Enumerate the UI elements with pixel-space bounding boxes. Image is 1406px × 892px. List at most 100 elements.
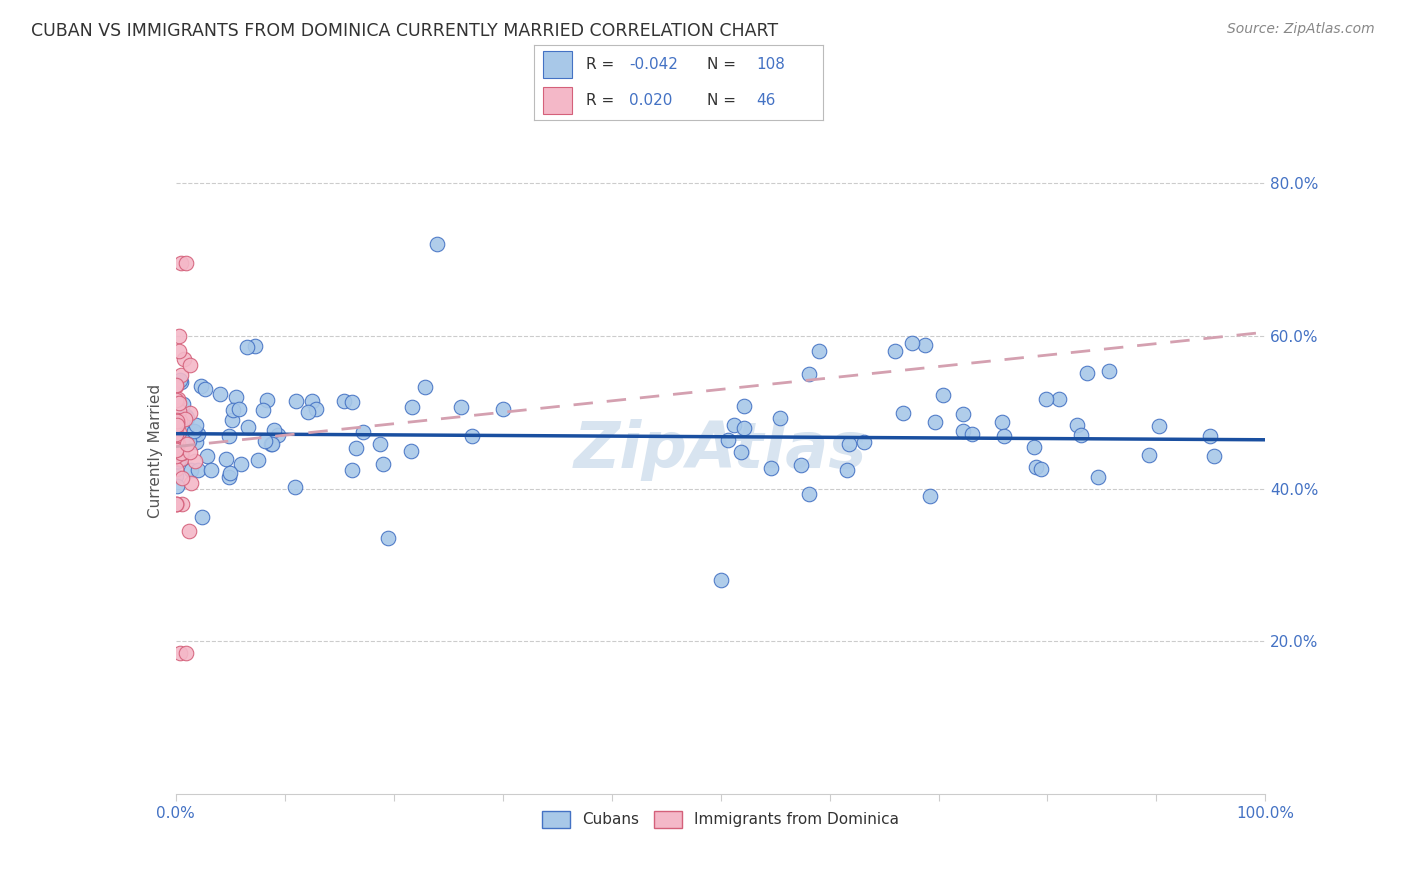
Point [413, 379, 436, 393]
Point [167, 436, 190, 450]
Point [225, 391, 247, 405]
Legend: Cubans, Immigrants from Dominica: Cubans, Immigrants from Dominica [536, 805, 905, 834]
Point [219, 466, 242, 480]
Point [1147, 418, 1170, 433]
Point [1087, 470, 1109, 484]
Point [179, 445, 201, 459]
Point [461, 428, 484, 442]
Point [914, 338, 936, 352]
Point [1098, 364, 1121, 378]
Point [759, 460, 782, 475]
Point [1076, 366, 1098, 380]
Point [952, 424, 974, 438]
Text: N =: N = [707, 93, 747, 108]
Point [200, 463, 222, 477]
Point [184, 417, 207, 432]
Point [170, 256, 193, 270]
Point [238, 420, 260, 434]
Point [769, 411, 792, 425]
Point [228, 401, 250, 416]
Point [166, 412, 188, 426]
Text: 0.020: 0.020 [630, 93, 672, 108]
Point [262, 437, 284, 451]
Point [165, 497, 187, 511]
Point [267, 427, 290, 442]
Point [1202, 450, 1225, 464]
Text: R =: R = [586, 57, 619, 72]
Text: R =: R = [586, 93, 624, 108]
Point [170, 368, 193, 382]
Point [173, 351, 195, 366]
Point [184, 434, 207, 449]
Point [918, 489, 941, 503]
Point [1066, 418, 1088, 433]
Point [891, 406, 914, 420]
Point [179, 358, 201, 372]
Point [170, 446, 193, 460]
Point [799, 368, 821, 382]
Point [167, 344, 190, 359]
Point [799, 487, 821, 501]
Point [733, 399, 755, 413]
Point [165, 461, 187, 475]
Point [492, 402, 515, 417]
Point [166, 469, 188, 483]
Point [789, 458, 811, 473]
Point [165, 434, 187, 449]
Point [167, 404, 190, 418]
Bar [543, 87, 572, 114]
Point [170, 375, 193, 389]
Point [166, 416, 188, 430]
Point [166, 415, 188, 429]
Point [399, 444, 422, 458]
Point [377, 531, 399, 545]
Point [165, 427, 187, 442]
Point [184, 453, 207, 467]
Point [208, 387, 231, 401]
Point [371, 457, 394, 471]
Point [256, 392, 278, 407]
Point [169, 646, 191, 660]
Point [260, 436, 283, 450]
Y-axis label: Currently Married: Currently Married [148, 384, 163, 517]
Point [932, 388, 955, 402]
Point [176, 437, 198, 451]
Point [166, 442, 188, 456]
Point [344, 441, 367, 455]
Point [723, 417, 745, 432]
Point [166, 392, 188, 406]
Point [215, 451, 238, 466]
Point [332, 393, 354, 408]
Point [1070, 427, 1092, 442]
Point [1022, 440, 1045, 454]
Point [450, 401, 472, 415]
Point [169, 442, 191, 456]
Point [993, 429, 1015, 443]
Point [165, 497, 187, 511]
Text: -0.042: -0.042 [630, 57, 678, 72]
Point [368, 437, 391, 451]
Point [169, 414, 191, 428]
Text: ZipAtlas: ZipAtlas [574, 419, 868, 482]
Point [190, 510, 212, 524]
Point [174, 409, 197, 423]
Point [1025, 460, 1047, 475]
Point [297, 405, 319, 419]
Point [170, 497, 193, 511]
Text: N =: N = [707, 57, 741, 72]
Point [167, 454, 190, 468]
Point [733, 420, 755, 434]
Point [165, 442, 187, 457]
Point [187, 462, 209, 476]
Point [340, 395, 363, 409]
Point [837, 463, 859, 477]
Point [884, 344, 907, 359]
Point [301, 394, 323, 409]
Point [243, 339, 266, 353]
Point [340, 463, 363, 477]
Point [218, 429, 240, 443]
Point [179, 434, 201, 448]
Point [180, 475, 202, 490]
Point [174, 646, 197, 660]
Point [807, 344, 830, 359]
